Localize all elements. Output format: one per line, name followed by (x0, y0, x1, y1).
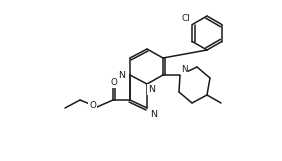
Text: N: N (118, 71, 125, 80)
Text: N: N (150, 110, 157, 119)
Text: Cl: Cl (182, 14, 190, 23)
Text: O: O (89, 101, 96, 110)
Text: O: O (111, 78, 117, 87)
Text: N: N (181, 65, 188, 74)
Text: N: N (148, 85, 155, 94)
